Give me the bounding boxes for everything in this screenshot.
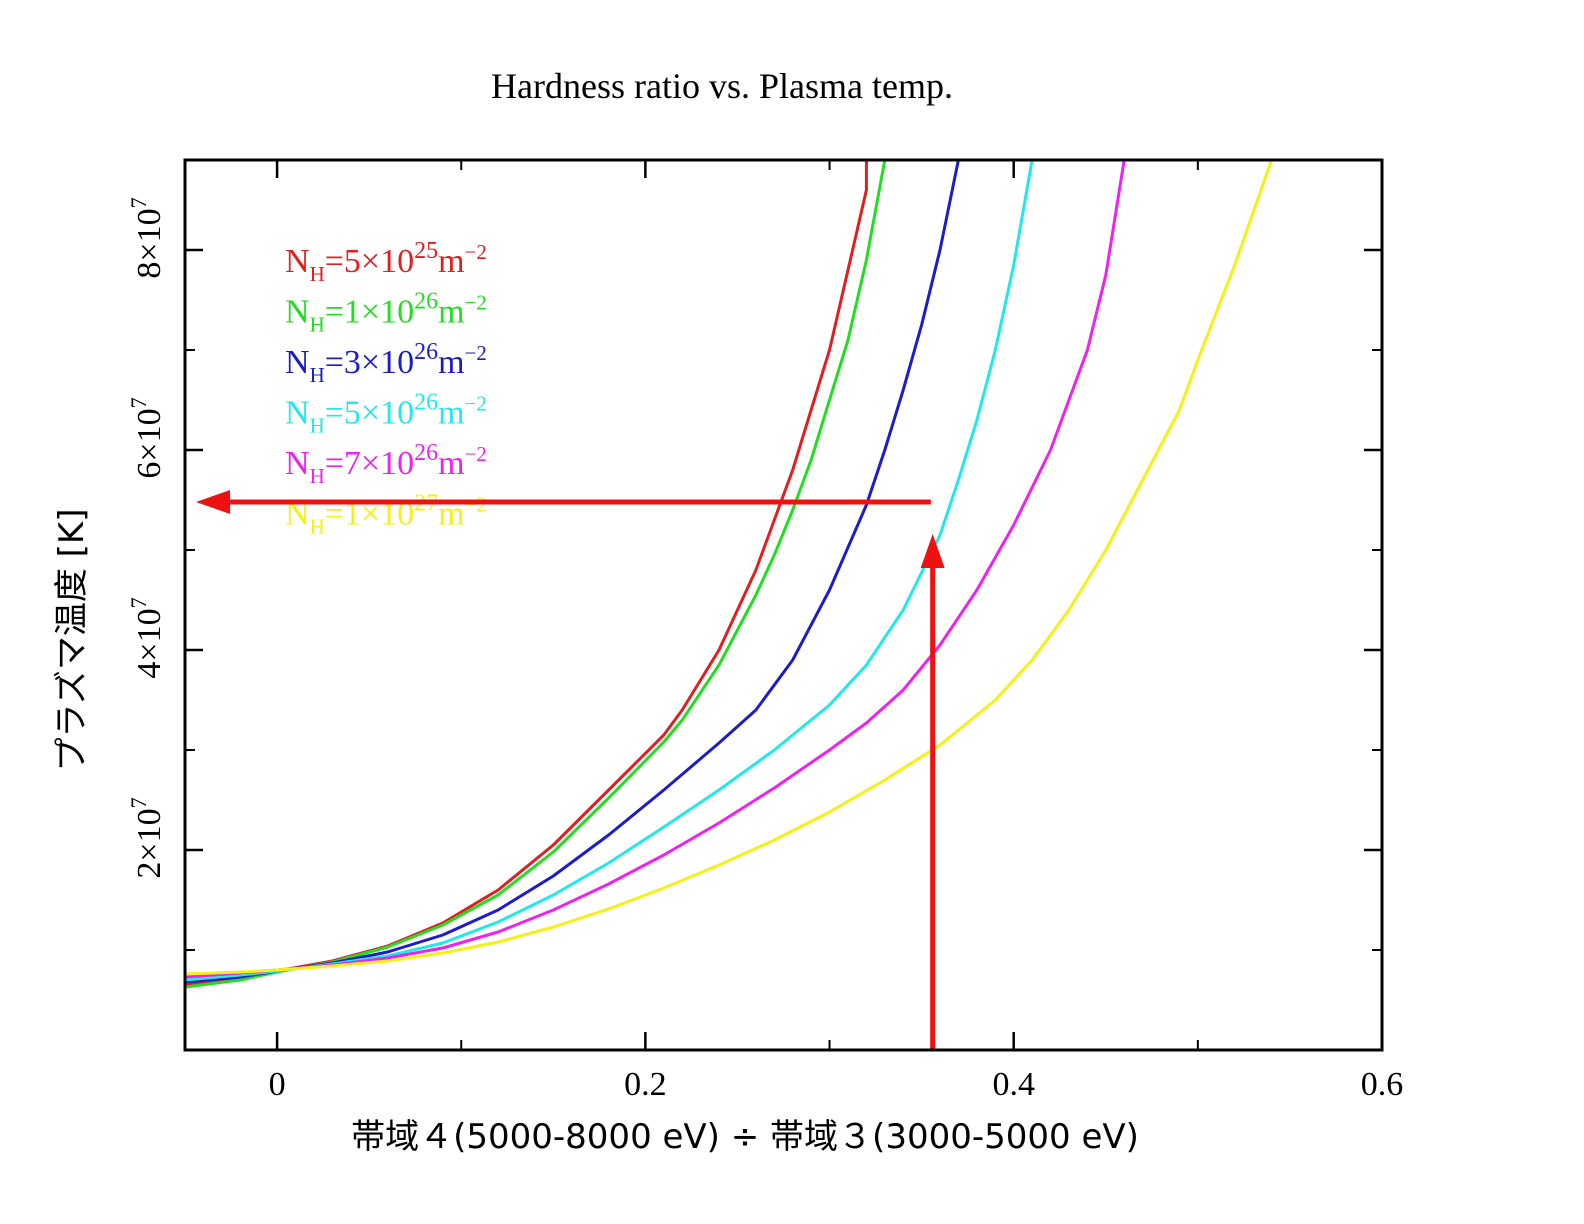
series-line-6 [185, 160, 1273, 976]
legend-entry-value: =3×10 [325, 344, 414, 381]
y-tick-label-exponent: 7 [126, 397, 151, 408]
legend-entry-unit: m [438, 395, 464, 432]
legend-entry-unit-exponent: −2 [465, 341, 487, 365]
legend-entry-subscript: H [310, 313, 325, 337]
y-tick-label-exponent: 7 [126, 597, 151, 608]
legend-entry-subscript: H [310, 363, 325, 387]
annotation-arrow-head-2 [196, 490, 231, 514]
legend-entry-value: =5×10 [325, 395, 414, 432]
legend-entry-value: =5×10 [325, 243, 414, 280]
legend-entry-unit-exponent: −2 [465, 392, 487, 416]
x-tick-label-4: 0.6 [1361, 1066, 1404, 1103]
legend-entry-base: N [285, 445, 310, 482]
legend-entry-exponent: 26 [414, 339, 438, 365]
legend-entry-4: NH=5×1026m−2 [285, 390, 487, 438]
legend-entry-unit: m [438, 344, 464, 381]
legend-entry-subscript: H [310, 414, 325, 438]
legend-entry-2: NH=1×1026m−2 [285, 289, 487, 337]
y-tick-label-exponent: 7 [126, 797, 151, 808]
series-layer [185, 160, 1273, 989]
legend-entry-subscript: H [310, 262, 325, 286]
legend-entry-6: NH=1×1027m−2 [285, 491, 487, 539]
legend-entry-unit-exponent: −2 [465, 442, 487, 466]
legend-entry-base: N [285, 344, 310, 381]
series-line-3 [185, 160, 960, 984]
legend-entry-unit-exponent: −2 [465, 291, 487, 315]
legend-entry-value: =7×10 [325, 445, 414, 482]
legend-entry-3: NH=3×1026m−2 [285, 339, 487, 387]
legend-entry-5: NH=7×1026m−2 [285, 440, 487, 488]
legend-entry-base: N [285, 395, 310, 432]
legend-entry-unit: m [438, 294, 464, 331]
legend-entry-subscript: H [310, 515, 325, 539]
y-tick-label-base: 4×10 [131, 608, 168, 678]
y-tick-label-base: 2×10 [131, 808, 168, 878]
legend-entry-exponent: 25 [414, 238, 438, 264]
legend-entry-exponent: 26 [414, 440, 438, 466]
legend-entry-1: NH=5×1025m−2 [285, 238, 487, 286]
legend-entry-subscript: H [310, 464, 325, 488]
y-tick-label-3: 6×107 [126, 397, 168, 478]
annotation-arrow-head-1 [920, 534, 945, 568]
x-axis-label: 帯域４(5000-8000 eV) ÷ 帯域３(3000-5000 eV) [351, 1117, 1139, 1157]
legend-entry-value: =1×10 [325, 294, 414, 331]
legend-entry-exponent: 26 [414, 390, 438, 416]
x-tick-label-1: 0 [269, 1066, 286, 1103]
y-tick-label-base: 6×10 [131, 408, 168, 478]
x-tick-label-2: 0.2 [624, 1066, 667, 1103]
plot-frame [183, 158, 1384, 1052]
legend-entry-exponent: 26 [414, 289, 438, 315]
series-line-1 [185, 160, 868, 987]
legend-entry-unit: m [438, 243, 464, 280]
y-tick-label-base: 8×10 [131, 208, 168, 278]
y-tick-label-4: 8×107 [126, 197, 168, 278]
y-tick-label-1: 2×107 [126, 797, 168, 878]
x-tick-label-3: 0.4 [992, 1066, 1035, 1103]
chart-title: Hardness ratio vs. Plasma temp. [491, 66, 953, 106]
series-line-2 [185, 160, 887, 989]
legend-entry-unit: m [438, 445, 464, 482]
series-line-5 [185, 160, 1126, 979]
y-tick-label-2: 4×107 [126, 597, 168, 678]
annotation-layer [196, 490, 945, 1050]
legend-entry-unit-exponent: −2 [465, 240, 487, 264]
legend-entry-base: N [285, 294, 310, 331]
y-axis-label: プラズマ温度 [K] [52, 509, 92, 772]
legend: NH=5×1025m−2NH=1×1026m−2NH=3×1026m−2NH=5… [285, 238, 487, 539]
legend-entry-base: N [285, 243, 310, 280]
y-tick-label-exponent: 7 [126, 197, 151, 208]
